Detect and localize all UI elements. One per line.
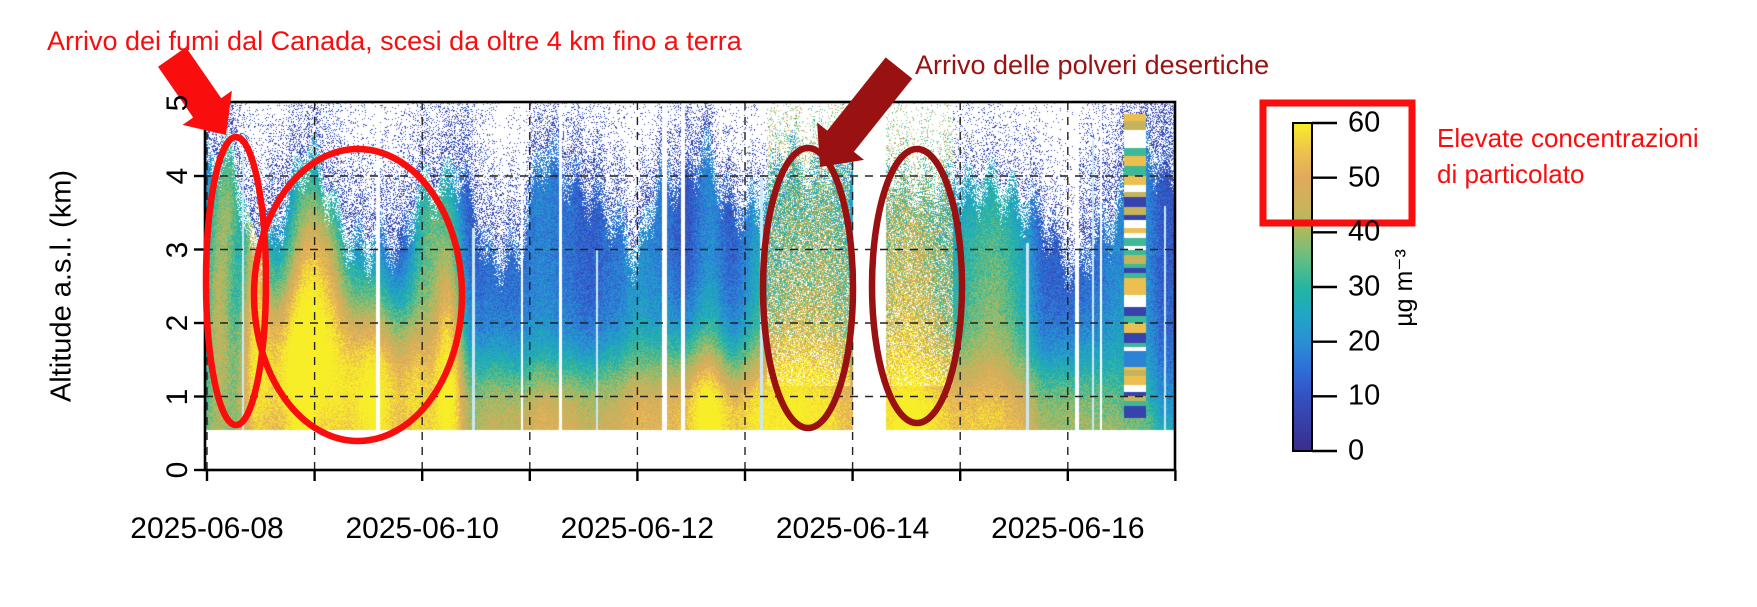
y-axis-tick-label: 5	[161, 94, 194, 111]
colorbar-tick-label: 20	[1348, 325, 1381, 358]
annotation-elevated-line1: Elevate concentrazioni	[1437, 123, 1699, 153]
x-axis-tick-label: 2025-06-12	[560, 512, 715, 545]
x-axis-tick-label: 2025-06-08	[130, 512, 284, 545]
y-axis-tick-label: 0	[161, 461, 194, 479]
annotation-smoke-text: Arrivo dei fumi dal Canada, scesi da olt…	[47, 26, 742, 56]
colorbar-unit-label: µg m⁻³	[1390, 249, 1418, 327]
annotation-dust-text: Arrivo delle polveri desertiche	[915, 50, 1270, 80]
y-axis-tick-label: 4	[161, 167, 194, 185]
colorbar-highlight-rect	[1259, 99, 1416, 227]
x-axis-tick-label: 2025-06-10	[345, 512, 499, 545]
colorbar-tick-label: 30	[1348, 270, 1381, 303]
colorbar-tick-label: 50	[1348, 161, 1381, 194]
colorbar-tick-label: 40	[1348, 215, 1381, 248]
heatmap-canvas	[205, 102, 1175, 470]
x-axis-tick-label: 2025-06-16	[991, 512, 1145, 545]
y-axis-tick-label: 1	[161, 388, 194, 405]
y-axis-title: Altitude a.s.l. (km)	[45, 169, 78, 403]
x-axis-tick-label: 2025-06-14	[775, 512, 930, 545]
y-axis-tick-label: 2	[161, 314, 194, 332]
colorbar-tick-label: 10	[1348, 379, 1381, 412]
colorbar-tick-label: 60	[1348, 106, 1381, 139]
annotation-elevated-concentration-text: Elevate concentrazioni di particolato	[1437, 120, 1699, 192]
annotation-elevated-line2: di particolato	[1437, 159, 1585, 189]
y-axis-tick-label: 3	[161, 241, 194, 258]
colorbar-tick-label: 0	[1348, 434, 1365, 467]
colorbar	[1292, 122, 1313, 452]
